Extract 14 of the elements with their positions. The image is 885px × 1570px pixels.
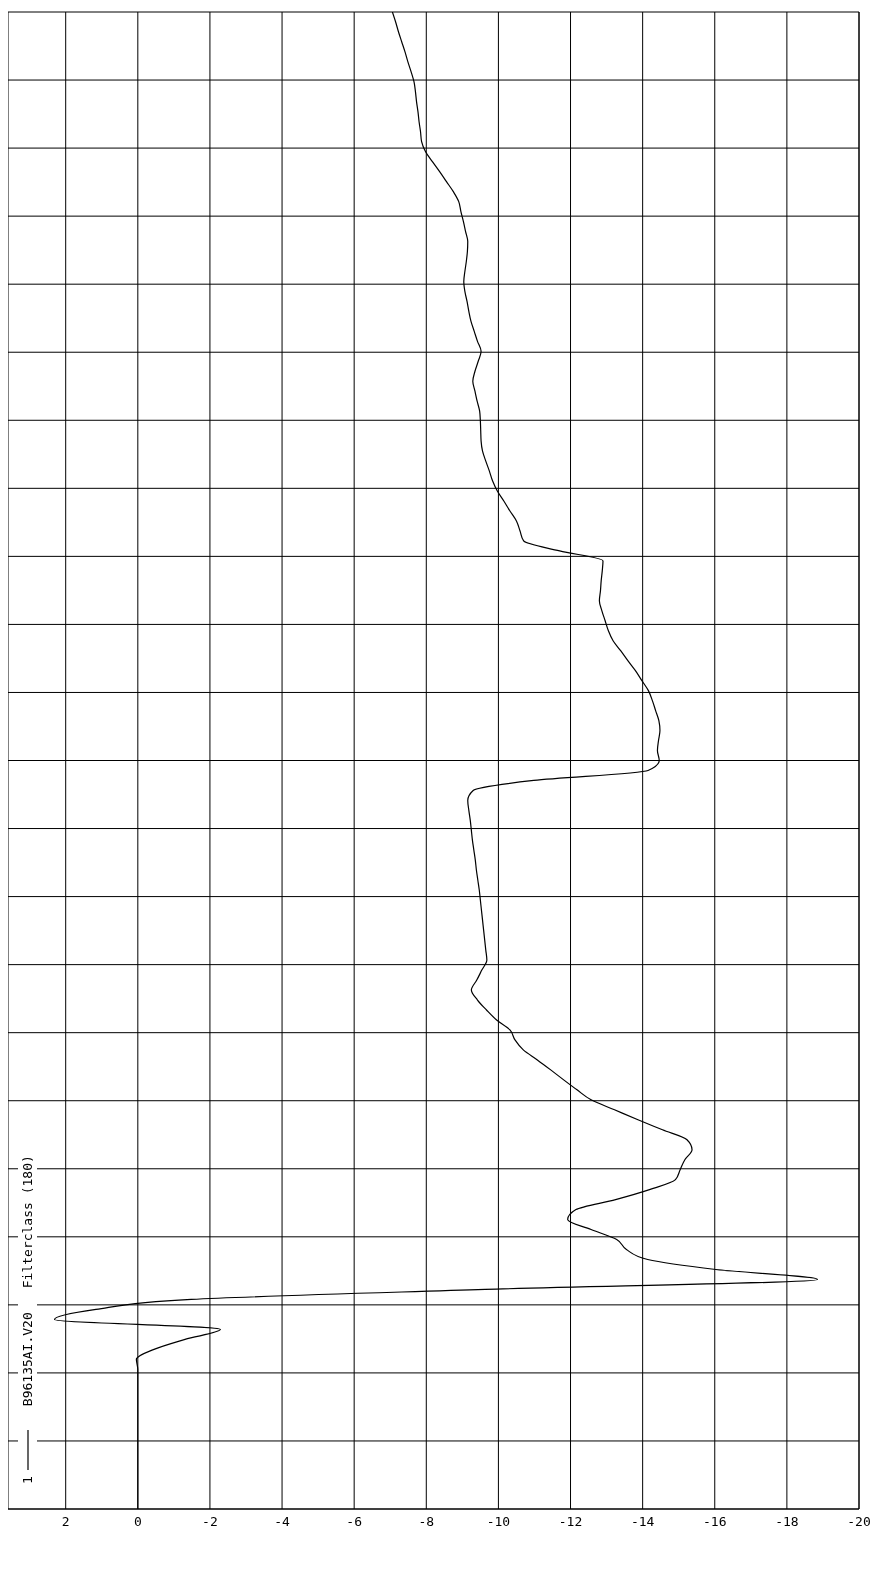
x-tick-label: -16 <box>703 1514 727 1530</box>
x-tick-label: -6 <box>346 1514 362 1530</box>
annotation: Filterclass (180) <box>20 1155 35 1289</box>
x-tick-label: -2 <box>202 1514 218 1530</box>
x-tick-label: 0 <box>133 1514 142 1530</box>
x-tick-label: -8 <box>418 1514 435 1530</box>
x-tick-label: -14 <box>630 1514 655 1530</box>
x-tick-label: -20 <box>847 1514 871 1530</box>
x-tick-label: -12 <box>558 1514 583 1530</box>
annotation: B96135AI.V20 <box>20 1312 35 1407</box>
x-tick-label: 2 <box>61 1514 70 1530</box>
x-tick-label: -10 <box>486 1514 511 1530</box>
x-tick-label: -4 <box>274 1514 291 1530</box>
x-tick-label: -18 <box>775 1514 799 1530</box>
